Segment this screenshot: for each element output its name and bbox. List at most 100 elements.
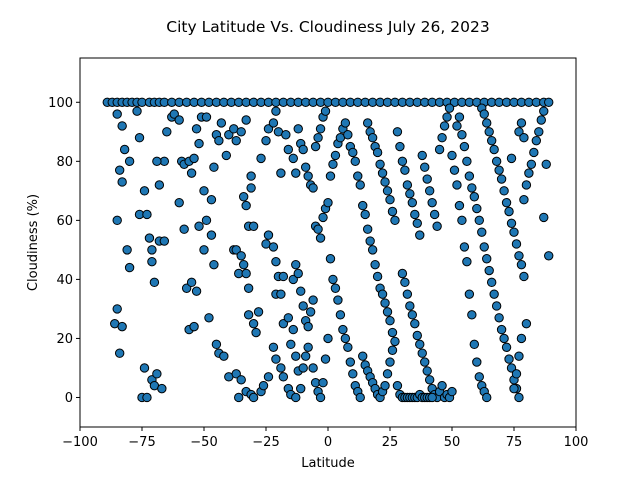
data-point: [191, 124, 202, 134]
data-point: [320, 106, 331, 116]
data-point: [152, 369, 162, 379]
data-point: [402, 289, 413, 299]
data-point: [209, 259, 219, 270]
y-tick-label: 20: [56, 332, 73, 347]
data-point: [201, 215, 212, 226]
data-point: [243, 283, 254, 293]
data-point: [219, 351, 229, 361]
data-point: [278, 271, 289, 282]
x-tick-label: 100: [564, 435, 589, 450]
data-point: [420, 357, 430, 367]
y-tick-label: 100: [48, 96, 73, 111]
data-point: [162, 127, 172, 137]
data-point: [370, 259, 380, 270]
data-point: [179, 224, 189, 234]
data-point: [521, 180, 532, 190]
data-point: [362, 118, 373, 128]
data-point: [375, 159, 385, 169]
data-point: [506, 153, 517, 164]
data-point: [305, 307, 316, 317]
data-point: [390, 336, 400, 347]
data-point: [268, 342, 279, 352]
data-point: [293, 124, 303, 134]
data-point: [139, 186, 150, 196]
data-point: [340, 333, 351, 344]
data-point: [410, 209, 420, 220]
data-point: [472, 203, 482, 214]
data-point: [174, 115, 184, 125]
data-point: [278, 372, 289, 382]
data-point: [328, 274, 338, 285]
data-point: [308, 183, 318, 193]
data-point: [486, 277, 497, 288]
data-point: [124, 156, 135, 167]
data-point: [380, 298, 390, 308]
data-point: [271, 256, 281, 267]
data-point: [536, 115, 546, 125]
x-tick-label: −25: [252, 435, 279, 450]
data-point: [412, 218, 422, 229]
data-point: [238, 259, 249, 270]
data-point: [459, 242, 470, 252]
data-point: [258, 380, 269, 391]
data-point: [489, 289, 499, 299]
data-point: [246, 183, 256, 193]
data-point: [181, 283, 192, 293]
data-point: [472, 357, 482, 367]
data-point: [410, 318, 420, 329]
data-point: [122, 245, 132, 255]
data-point: [263, 124, 274, 134]
data-point: [422, 174, 432, 184]
data-point: [194, 221, 204, 231]
data-point: [387, 345, 398, 355]
data-point: [318, 212, 328, 223]
data-point: [271, 354, 281, 364]
data-point: [464, 171, 475, 181]
data-point: [405, 189, 415, 199]
data-point: [221, 150, 232, 161]
data-point: [300, 351, 311, 361]
data-point: [462, 256, 472, 267]
data-point: [206, 195, 217, 205]
data-point: [159, 236, 170, 246]
data-point: [484, 127, 494, 137]
data-point: [415, 230, 425, 240]
data-point: [248, 392, 259, 403]
data-point: [489, 144, 499, 155]
x-tick-label: −100: [62, 435, 98, 450]
data-point: [432, 221, 442, 231]
data-point: [132, 106, 142, 116]
data-point: [214, 135, 224, 146]
data-point: [303, 321, 313, 332]
data-point: [261, 135, 271, 146]
data-point: [112, 109, 122, 119]
data-point: [117, 121, 127, 131]
data-point: [400, 165, 410, 175]
data-point: [407, 197, 418, 208]
data-point: [464, 289, 475, 299]
data-point: [479, 109, 489, 119]
data-point: [248, 318, 259, 329]
data-point: [355, 180, 365, 190]
data-point: [469, 339, 480, 350]
data-point: [325, 254, 336, 264]
data-point: [246, 171, 256, 181]
data-point: [313, 224, 323, 234]
data-point: [298, 301, 308, 311]
data-point: [340, 118, 351, 128]
data-point: [348, 369, 358, 379]
data-point: [263, 230, 274, 240]
data-point: [343, 130, 353, 140]
data-point: [474, 215, 484, 226]
data-point: [516, 333, 527, 344]
data-point: [402, 180, 413, 190]
data-point: [467, 183, 477, 193]
data-point: [330, 283, 341, 293]
data-point: [231, 369, 241, 379]
data-point: [514, 251, 524, 261]
data-point: [539, 106, 549, 116]
data-point: [328, 159, 338, 169]
data-point: [268, 242, 279, 252]
data-point: [350, 156, 360, 167]
